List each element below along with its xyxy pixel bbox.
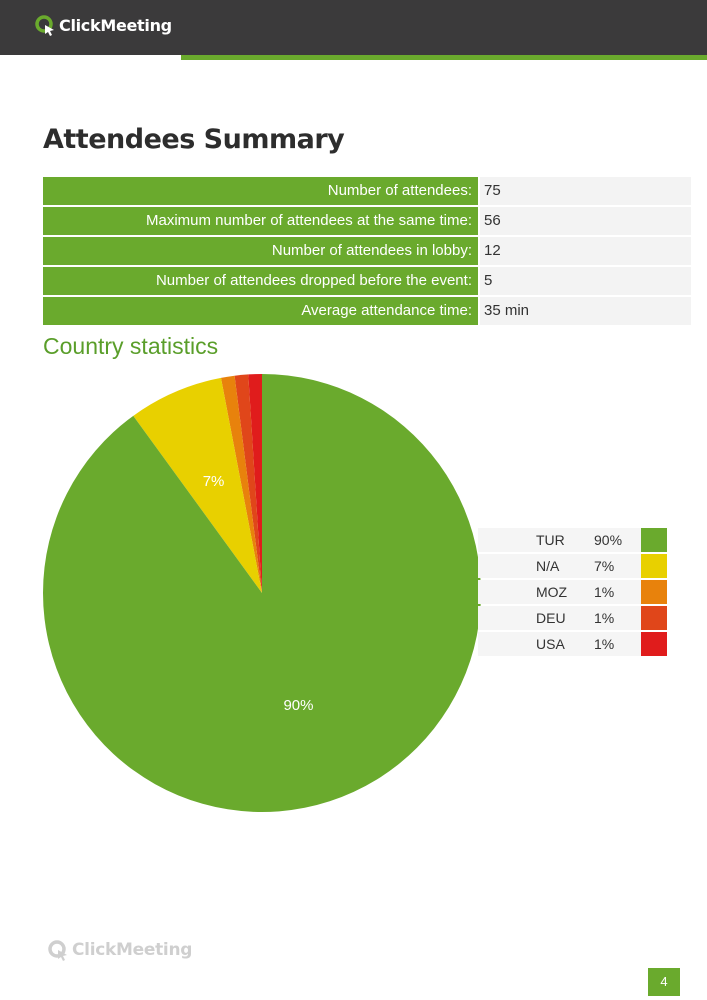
summary-value: 56 [480, 207, 691, 235]
legend-swatch [641, 632, 667, 656]
pie-slice-tur [43, 374, 482, 812]
summary-value: 75 [480, 177, 691, 205]
summary-row: Number of attendees dropped before the e… [43, 267, 691, 295]
clickmeeting-logo-icon [35, 15, 54, 36]
pie-slice-usa [248, 374, 262, 593]
legend-value: 1% [594, 584, 615, 600]
summary-label: Average attendance time: [43, 297, 478, 325]
legend-label: USA [536, 636, 565, 652]
summary-row: Number of attendees in lobby: 12 [43, 237, 691, 265]
legend-item: MOZ 1% [478, 580, 667, 604]
attendees-summary-table: Number of attendees: 75 Maximum number o… [43, 177, 691, 327]
summary-value: 35 min [480, 297, 691, 325]
summary-label: Number of attendees dropped before the e… [43, 267, 478, 295]
page-number: 4 [648, 968, 680, 996]
legend-label: DEU [536, 610, 566, 626]
pie-slice-na [133, 377, 262, 593]
summary-label: Maximum number of attendees at the same … [43, 207, 478, 235]
brand-logo: ClickMeeting [35, 14, 172, 36]
header-bar: ClickMeeting [0, 0, 707, 55]
footer-brand-name: ClickMeeting [72, 940, 193, 960]
legend-item: N/A 7% [478, 554, 667, 578]
legend-item: DEU 1% [478, 606, 667, 630]
legend-label: TUR [536, 532, 565, 548]
summary-value: 12 [480, 237, 691, 265]
pie-slice-deu [234, 374, 262, 593]
legend-swatch [641, 528, 667, 552]
pie-chart-svg: 90% 7% [43, 374, 482, 812]
legend-label: N/A [536, 558, 560, 574]
legend-value: 7% [594, 558, 615, 574]
country-statistics-title: Country statistics [43, 333, 219, 359]
header-accent-bar [181, 55, 707, 60]
pie-slice-label: 7% [203, 473, 225, 490]
brand-name: ClickMeeting [59, 15, 172, 35]
pie-slice-label: 90% [283, 697, 313, 714]
page-title: Attendees Summary [43, 124, 345, 155]
legend-swatch [641, 580, 667, 604]
country-pie-chart: 90% 7% [42, 373, 482, 813]
legend-value: 90% [594, 532, 623, 548]
summary-value: 5 [480, 267, 691, 295]
summary-label: Number of attendees in lobby: [43, 237, 478, 265]
legend-label: MOZ [536, 584, 568, 600]
chart-legend: TUR 90% N/A 7% MOZ 1% DEU 1% USA 1% [478, 528, 667, 658]
summary-label: Number of attendees: [43, 177, 478, 205]
legend-swatch [641, 554, 667, 578]
clickmeeting-logo-icon [48, 940, 67, 961]
summary-row: Average attendance time: 35 min [43, 297, 691, 325]
legend-swatch [641, 606, 667, 630]
legend-value: 1% [594, 636, 615, 652]
summary-row: Number of attendees: 75 [43, 177, 691, 205]
legend-item: TUR 90% [478, 528, 667, 552]
pie-slice-moz [220, 375, 262, 593]
footer-logo: ClickMeeting [48, 939, 192, 961]
summary-row: Maximum number of attendees at the same … [43, 207, 691, 235]
legend-item: USA 1% [478, 632, 667, 656]
legend-value: 1% [594, 610, 615, 626]
